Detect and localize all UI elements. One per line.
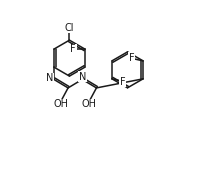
Text: F: F	[71, 44, 76, 54]
Text: OH: OH	[81, 99, 96, 109]
Text: OH: OH	[53, 99, 68, 109]
Text: F: F	[120, 77, 125, 87]
Text: N: N	[46, 74, 53, 83]
Text: Cl: Cl	[65, 23, 74, 33]
Text: F: F	[129, 53, 135, 63]
Text: N: N	[79, 72, 86, 82]
